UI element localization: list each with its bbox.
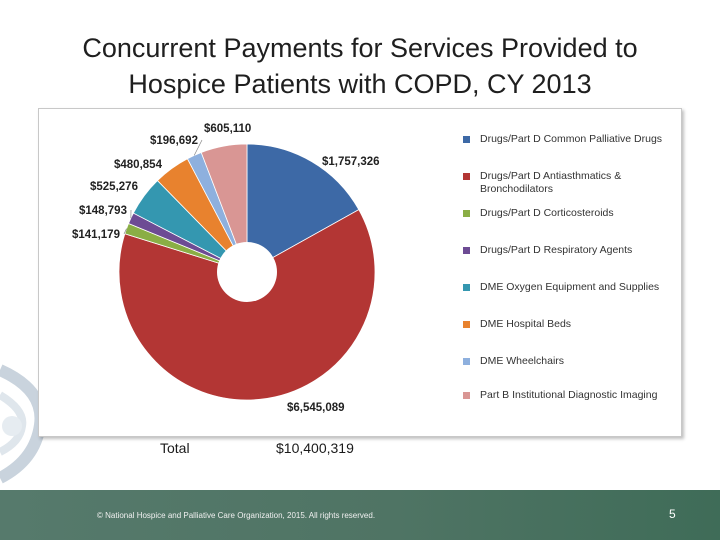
slice-data-label: $525,276 <box>90 181 138 193</box>
legend-label: DME Hospital Beds <box>480 318 572 330</box>
slice-data-label: $6,545,089 <box>287 402 345 414</box>
slice-data-label: $141,179 <box>72 229 120 241</box>
legend-label: Drugs/Part D Respiratory Agents <box>480 244 633 256</box>
page-number: 5 <box>669 507 676 521</box>
slice-data-label: $605,110 <box>204 123 251 135</box>
legend-label: DME Wheelchairs <box>480 355 565 367</box>
title-line-1: Concurrent Payments for Services Provide… <box>82 33 638 63</box>
total-value: $10,400,319 <box>276 440 354 456</box>
legend-swatch <box>463 136 470 143</box>
legend-swatch <box>463 173 470 180</box>
donut-hole <box>217 242 277 302</box>
slice-data-label: $480,854 <box>114 159 163 171</box>
pie-slice <box>200 143 248 273</box>
legend-label: Drugs/Part D Common Palliative Drugs <box>480 133 663 145</box>
slice-data-label: $1,757,326 <box>322 156 380 168</box>
legend-swatch <box>463 284 470 291</box>
slide-title: Concurrent Payments for Services Provide… <box>0 30 720 102</box>
copyright-text: © National Hospice and Palliative Care O… <box>97 511 376 520</box>
legend-swatch <box>463 392 470 399</box>
pie-slice <box>118 209 376 401</box>
legend-swatch <box>463 210 470 217</box>
total-label: Total <box>160 440 190 456</box>
legend-label: Drugs/Part D Corticosteroids <box>480 207 614 219</box>
slice-data-label: $148,793 <box>79 205 127 217</box>
legend-label: DME Oxygen Equipment and Supplies <box>480 281 660 293</box>
pie-slice <box>246 143 360 273</box>
legend-swatch <box>463 247 470 254</box>
legend-swatch <box>463 321 470 328</box>
leader-line <box>123 228 127 235</box>
legend-label: Part B Institutional Diagnostic Imaging <box>480 389 658 401</box>
footer-bar: © National Hospice and Palliative Care O… <box>0 490 720 540</box>
slice-data-label: $196,692 <box>150 135 198 147</box>
legend-label: Drugs/Part D Antiasthmatics & Bronchodil… <box>480 170 622 195</box>
leader-line <box>193 139 203 156</box>
title-line-2: Hospice Patients with COPD, CY 2013 <box>128 69 592 99</box>
legend-swatch <box>463 358 470 365</box>
